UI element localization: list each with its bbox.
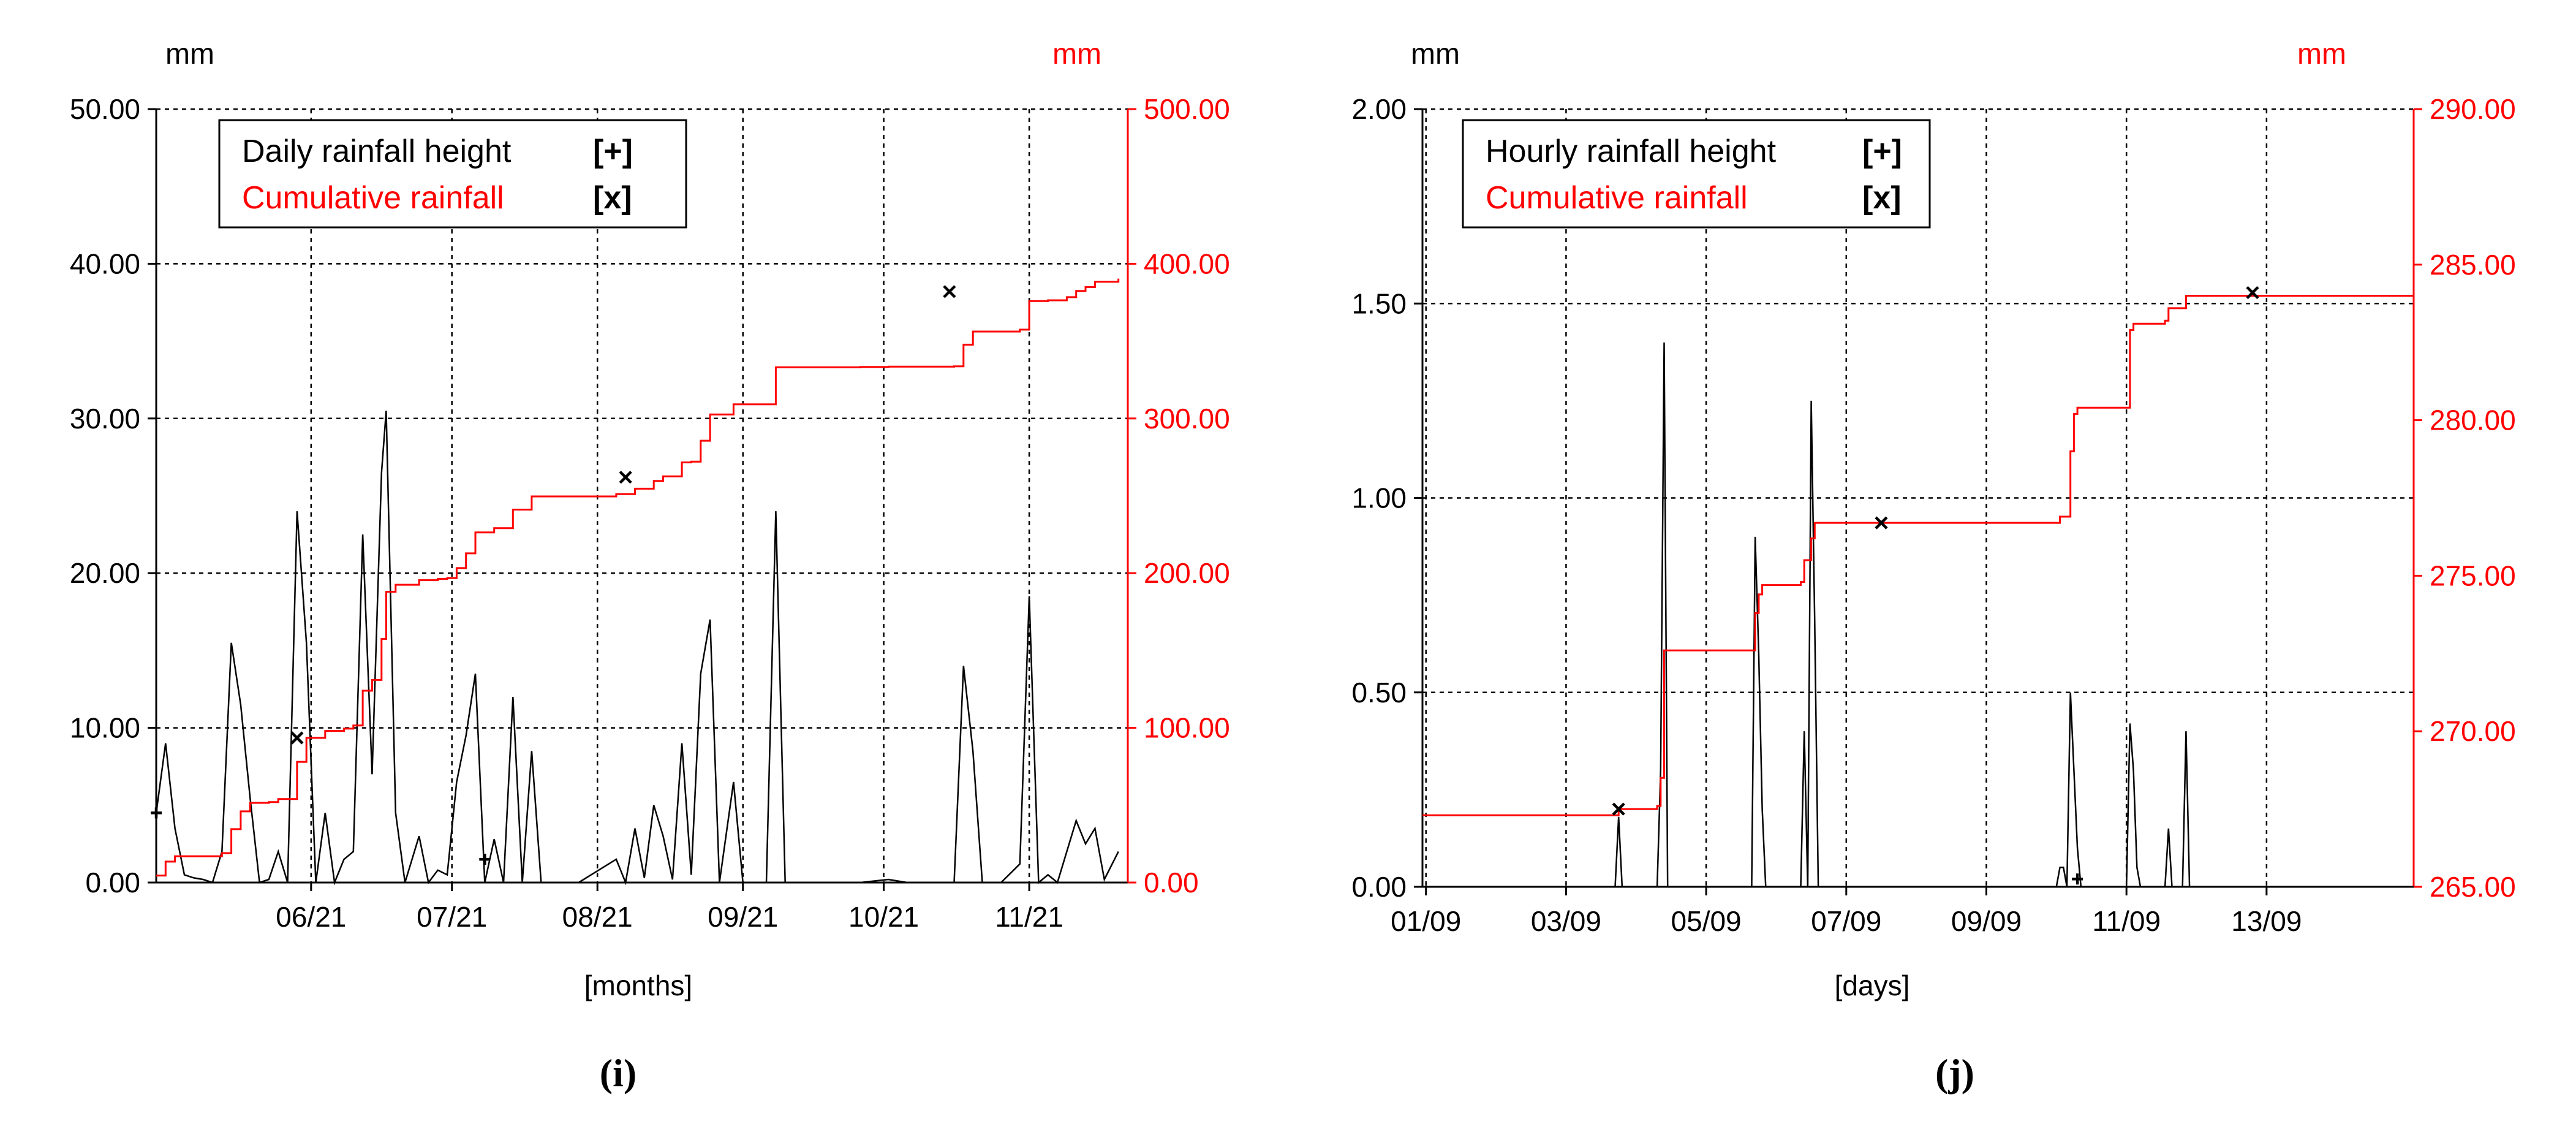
y-left-tick-label: 10.00: [70, 712, 140, 744]
y-right-tick-label: 265.00: [2430, 871, 2516, 903]
series-line-height: [1426, 342, 2414, 888]
y-left-tick-label: 0.00: [85, 867, 140, 898]
chart-i: 0.00 10.00 20.00 30.00 40.00 50.00 0.00 100.00 2…: [70, 93, 1230, 933]
series-line-height: [155, 411, 1119, 886]
data-marker-x: [290, 731, 304, 745]
x-tick-label: 11/21: [995, 901, 1063, 933]
legend-j-entry-2-marker: [x]: [1862, 180, 1902, 216]
data-marker-plus: [2072, 873, 2083, 885]
y-right-unit-i: mm: [1052, 38, 1101, 70]
legend-i-entry-1-label: Daily rainfall height: [242, 134, 512, 169]
y-right-tick-label: 400.00: [1144, 248, 1230, 279]
x-tick-label: 07/09: [1811, 905, 1881, 937]
legend-j-entry-1-marker: [+]: [1862, 134, 1902, 169]
x-tick-label: 07/21: [417, 901, 487, 933]
chart-j: 0.00 0.50 1.00 1.50 2.00 265.00 270.00 275.00 28…: [1351, 93, 2515, 937]
x-tick-label: 10/21: [848, 901, 919, 933]
y-right-tick-label: 300.00: [1144, 403, 1230, 435]
x-tick-label: 01/09: [1391, 905, 1461, 937]
y-left-tick-label: 50.00: [70, 93, 140, 125]
legend-j-entry-2-label: Cumulative rainfall: [1486, 180, 1748, 216]
x-axis-label-i: [months]: [584, 970, 692, 1001]
y-left-tick-label: 0.00: [1351, 871, 1407, 903]
legend-i-entry-2-label: Cumulative rainfall: [242, 180, 504, 216]
data-marker-x: [2246, 286, 2259, 300]
y-left-tick-label: 20.00: [70, 557, 140, 589]
y-left-tick-label: 30.00: [70, 403, 140, 435]
y-left-unit-i: mm: [165, 38, 214, 70]
y-right-tick-label: 0.00: [1144, 867, 1199, 898]
y-left-tick-label: 1.00: [1351, 482, 1407, 514]
x-tick-label: 11/09: [2092, 905, 2161, 937]
series-line-cumulative: [1422, 295, 2414, 816]
legend-i-entry-2-marker: [x]: [593, 180, 632, 216]
data-marker-x: [943, 285, 956, 298]
x-tick-label: 08/21: [562, 901, 633, 933]
y-left-unit-j: mm: [1411, 38, 1460, 70]
legend-i-entry-1-marker: [+]: [593, 134, 633, 169]
y-right-tick-label: 275.00: [2430, 560, 2516, 591]
y-right-tick-label: 100.00: [1144, 712, 1230, 744]
data-marker-x: [1612, 802, 1625, 816]
x-tick-label: 09/21: [708, 901, 778, 933]
data-marker-x: [1875, 516, 1888, 530]
y-left-tick-label: 0.50: [1351, 677, 1407, 708]
y-right-tick-label: 280.00: [2430, 404, 2516, 436]
legend-box-j: [1462, 119, 1931, 229]
panel-label-j: (j): [1935, 1051, 1974, 1095]
x-tick-label: 13/09: [2231, 905, 2302, 937]
y-right-tick-label: 200.00: [1144, 557, 1230, 589]
x-tick-label: 06/21: [276, 901, 346, 933]
y-left-tick-label: 1.50: [1351, 287, 1407, 319]
data-marker-plus: [479, 854, 491, 865]
legend-box-i: [218, 119, 687, 229]
y-left-tick-label: 40.00: [70, 248, 140, 279]
y-right-tick-label: 285.00: [2430, 249, 2516, 281]
x-axis-label-j: [days]: [1835, 970, 1910, 1001]
y-left-tick-label: 2.00: [1351, 93, 1407, 125]
x-tick-label: 05/09: [1671, 905, 1742, 937]
data-marker-x: [619, 471, 632, 484]
x-tick-label: 09/09: [1951, 905, 2022, 937]
y-right-tick-label: 270.00: [2430, 715, 2516, 747]
y-right-unit-j: mm: [2297, 38, 2346, 70]
data-marker-plus: [151, 807, 162, 819]
legend-j-entry-1-label: Hourly rainfall height: [1486, 134, 1777, 169]
x-tick-label: 03/09: [1531, 905, 1601, 937]
y-right-tick-label: 500.00: [1144, 93, 1230, 125]
y-right-tick-label: 290.00: [2430, 93, 2516, 125]
panel-label-i: (i): [600, 1051, 636, 1095]
series-line-cumulative: [156, 278, 1120, 877]
